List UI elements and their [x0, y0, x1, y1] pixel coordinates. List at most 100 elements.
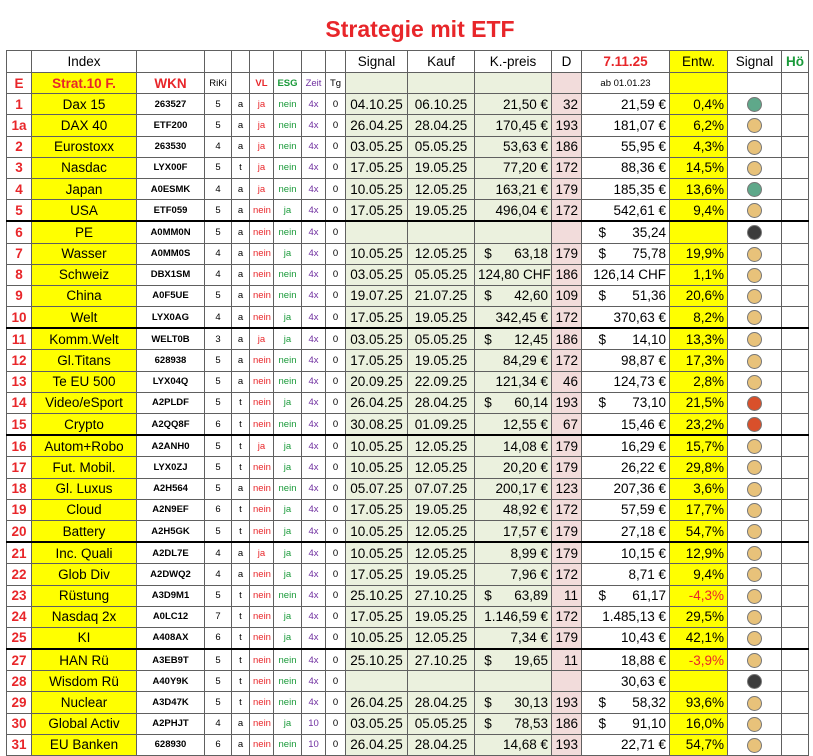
cell: 0: [325, 199, 346, 222]
cell: 4x: [301, 114, 326, 137]
cell: A2PHJT: [136, 712, 205, 735]
cell: 5: [204, 391, 232, 415]
signal-dot: [747, 546, 762, 562]
table-row: 1 Dax 15 263527 5 a ja nein 4x 0 04.10.25 06.10.25…: [6, 93, 809, 116]
cell: 7: [6, 242, 32, 265]
cell: ja: [249, 434, 274, 458]
cell: 628930: [136, 733, 205, 756]
cell: 0: [325, 541, 346, 565]
cell: 12.05.25: [407, 541, 475, 565]
cell: nein: [273, 349, 302, 372]
cell: a: [231, 93, 250, 116]
cell: 05.05.25: [407, 712, 475, 735]
cell: 16,29 €: [581, 434, 670, 458]
cell: $ 91,10: [581, 712, 670, 735]
signal-cell: [727, 563, 782, 586]
signal-dot: [747, 374, 762, 390]
cell: 0: [325, 135, 346, 158]
signal-cell: [727, 648, 782, 672]
cell: 0: [325, 370, 346, 393]
header-cell: Hö: [781, 50, 809, 73]
cell: 8,71 €: [581, 563, 670, 586]
table-row: 29 Nuclear A3D47K 5 t nein nein 4x 0 26.04.25 28.0…: [6, 691, 809, 714]
signal-dot: [747, 439, 762, 455]
cell: 17.05.25: [345, 563, 408, 586]
cell: nein: [249, 263, 274, 286]
cell: $ 14,10: [581, 327, 670, 351]
cell: a: [231, 306, 250, 329]
table-row: 1a DAX 40 ETF200 5 a ja nein 4x 0 26.04.25 28.04.2…: [6, 114, 809, 137]
cell: 542,61 €: [581, 199, 670, 222]
signal-dot: [747, 332, 762, 348]
hoe-cell: [781, 242, 809, 265]
cell: nein: [249, 306, 274, 329]
cell: 23: [6, 584, 32, 607]
cell: A0MM0S: [136, 242, 205, 265]
cell: 4x: [301, 563, 326, 586]
cell: A2DWQ2: [136, 563, 205, 586]
cell: 12.05.25: [407, 519, 475, 543]
cell: LYX00F: [136, 156, 205, 179]
cell: Battery: [31, 519, 137, 543]
cell: 193: [551, 733, 582, 756]
cell: a: [231, 733, 250, 756]
hoe-cell: [781, 177, 809, 201]
cell: $ 58,32: [581, 691, 670, 714]
cell: 9,4%: [669, 563, 728, 586]
cell: 24: [6, 605, 32, 628]
hoe-cell: [781, 135, 809, 158]
cell: 14,5%: [669, 156, 728, 179]
cell: LYX04Q: [136, 370, 205, 393]
cell: 0: [325, 242, 346, 265]
cell: 4x: [301, 220, 326, 244]
cell: 4x: [301, 434, 326, 458]
cell: 17,7%: [669, 498, 728, 521]
cell: Rüstung: [31, 584, 137, 607]
table-row: 22 Glob Div A2DWQ2 4 a nein ja 4x 0 17.05.25 19.05…: [6, 563, 809, 586]
cell: 123: [551, 477, 582, 500]
hoe-cell: [781, 477, 809, 500]
header-cell: [345, 71, 408, 95]
cell: 179: [551, 434, 582, 458]
signal-cell: [727, 605, 782, 628]
cell: [474, 220, 552, 244]
table-row: 23 Rüstung A3D9M1 5 t nein nein 4x 0 25.10.25 27.1…: [6, 584, 809, 607]
cell: 12: [6, 349, 32, 372]
cell: DAX 40: [31, 114, 137, 137]
header-cell: Strat.10 F.: [31, 71, 137, 95]
signal-dot: [747, 139, 762, 155]
cell: 11: [6, 327, 32, 351]
header-cell: Kauf: [407, 50, 475, 73]
cell: A2ANH0: [136, 434, 205, 458]
cell: 11: [551, 648, 582, 672]
hoe-cell: [781, 349, 809, 372]
cell: 17: [6, 456, 32, 479]
header-cell: Index: [31, 50, 137, 73]
cell: 26.04.25: [345, 391, 408, 415]
cell: 193: [551, 391, 582, 415]
signal-dot: [747, 288, 762, 304]
signal-cell: [727, 670, 782, 693]
signal-cell: [727, 199, 782, 222]
cell: a: [231, 242, 250, 265]
cell: 126,14 CHF: [581, 263, 670, 286]
cell: 179: [551, 519, 582, 543]
cell: 3: [6, 156, 32, 179]
cell: 8,2%: [669, 306, 728, 329]
cell: t: [231, 391, 250, 415]
cell: t: [231, 434, 250, 458]
cell: [669, 220, 728, 244]
signal-cell: [727, 626, 782, 650]
cell: 3,6%: [669, 477, 728, 500]
cell: 4x: [301, 177, 326, 201]
cell: 05.05.25: [407, 263, 475, 286]
cell: nein: [273, 413, 302, 436]
header-cell: [669, 71, 728, 95]
signal-cell: [727, 242, 782, 265]
cell: ja: [273, 306, 302, 329]
cell: 5: [204, 93, 232, 116]
cell: 0: [325, 349, 346, 372]
cell: nein: [249, 199, 274, 222]
table-row: 8 Schweiz DBX1SM 4 a nein nein 4x 0 03.05.25 05.05…: [6, 263, 809, 286]
cell: 4x: [301, 370, 326, 393]
